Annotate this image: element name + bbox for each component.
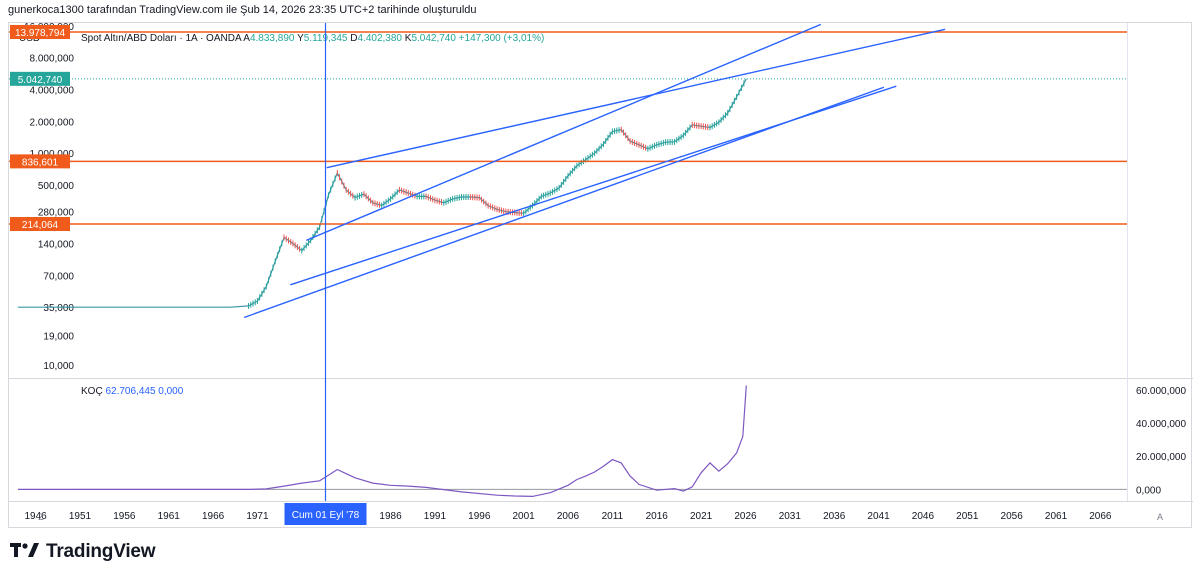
level-badge-label: 214,064 (22, 220, 59, 231)
price-tick-label: 19,000 (43, 331, 74, 342)
legend-low-label: D (350, 33, 357, 44)
price-tick-label: 4.000,000 (30, 85, 75, 96)
level-badge-label: 13.978,794 (15, 28, 65, 39)
scale-z-button[interactable]: Z (38, 512, 44, 522)
time-tick-label: 2026 (734, 511, 757, 522)
time-tick-label: 2001 (513, 511, 536, 522)
time-tick-label: 1966 (202, 511, 225, 522)
brand: TradingView (10, 541, 156, 563)
time-tick-label: 1961 (158, 511, 181, 522)
time-tick-label: 2006 (557, 511, 580, 522)
legend-close-value: 5.042,740 (411, 33, 458, 44)
time-tick-label: 1951 (69, 511, 92, 522)
indicator-tick-label: 20.000,000 (1136, 452, 1186, 463)
legend-low-value: 4.402,380 (358, 33, 405, 44)
legend-open-label: A (243, 33, 250, 44)
time-tick-label: 2016 (646, 511, 669, 522)
time-tick-label: 2021 (690, 511, 713, 522)
legend-close-label: K (405, 33, 412, 44)
time-tick-label: 2066 (1089, 511, 1112, 522)
indicator-value: 62.706,445 (105, 386, 158, 397)
price-tick-label: 10,000 (43, 361, 74, 372)
tradingview-logo-icon (10, 542, 40, 563)
time-tick-label: 2011 (602, 511, 624, 522)
indicator-legend: KOÇ 62.706,445 0,000 (81, 386, 184, 397)
indicator-tick-label: 60.000,000 (1136, 386, 1186, 397)
channel-trend-line[interactable] (326, 28, 946, 169)
time-tick-label: 2061 (1045, 511, 1068, 522)
price-tick-label: 8.000,000 (30, 54, 75, 65)
chart-caption: gunerkoca1300 tarafından TradingView.com… (8, 4, 477, 16)
price-tick-label: 500,000 (38, 181, 75, 192)
price-tick-label: 70,000 (43, 271, 74, 282)
channel-trend-line[interactable] (305, 23, 822, 241)
chart-panel[interactable]: USDSpot Altın/ABD Doları · 1A · OANDA A4… (8, 22, 1193, 529)
price-tick-label: 35,000 (43, 303, 74, 314)
legend-high-label: Y (297, 33, 304, 44)
indicator-name: KOÇ (81, 386, 105, 397)
last-price-badge (10, 71, 70, 86)
chart-svg[interactable]: USDSpot Altın/ABD Doları · 1A · OANDA A4… (9, 22, 1193, 529)
time-tick-label: 2051 (956, 511, 979, 522)
last-price-label: 5.042,740 (18, 75, 63, 86)
indicator-tick-label: 0,000 (1136, 485, 1161, 496)
time-tick-label: 2036 (823, 511, 846, 522)
price-tick-label: 280,000 (38, 208, 75, 219)
overlay-layer: Cum 01 Eyl '78 (284, 23, 367, 525)
time-tick-label: 2031 (779, 511, 802, 522)
time-tick-label: 2046 (912, 511, 935, 522)
indicator-tick-label: 40.000,000 (1136, 419, 1186, 430)
time-tick-label: 2056 (1001, 511, 1024, 522)
price-pane[interactable]: USDSpot Altın/ABD Doları · 1A · OANDA A4… (9, 22, 1193, 501)
price-series-line (17, 78, 747, 308)
time-tick-label: 1996 (468, 511, 491, 522)
legend-high-value: 5.119,345 (304, 33, 351, 44)
indicator-line (17, 385, 747, 498)
level-badge (10, 154, 70, 169)
level-badge (10, 217, 70, 232)
legend-open-value: 4.833,890 (250, 33, 297, 44)
price-legend: Spot Altın/ABD Doları · 1A · OANDA A4.83… (81, 33, 544, 44)
indicator-pane[interactable]: KOÇ 62.706,445 0,000 60.000,000 40.000,000… (17, 385, 1187, 498)
indicator-zero-value: 0,000 (158, 386, 183, 397)
crosshair-date-label: Cum 01 Eyl '78 (292, 510, 360, 521)
time-tick-label: 2041 (867, 511, 890, 522)
level-badge (10, 24, 70, 39)
legend-change: +147,300 (+3,01%) (459, 33, 545, 44)
channel-trend-line[interactable] (290, 85, 897, 286)
time-tick-label: 1956 (113, 511, 136, 522)
time-tick-label: 1946 (24, 511, 47, 522)
scale-auto-button[interactable]: A (1157, 512, 1163, 522)
crosshair-date-badge (284, 503, 367, 525)
time-tick-label: 1971 (246, 511, 269, 522)
price-tick-label: 2.000,000 (30, 117, 75, 128)
time-tick-label: 1991 (424, 511, 447, 522)
price-tick-label: 140,000 (38, 240, 75, 251)
time-tick-label: 1986 (379, 511, 402, 522)
time-axis[interactable]: 1946195119561961196619711976198119861991… (9, 501, 1193, 523)
brand-name: TradingView (46, 541, 156, 562)
level-badge-label: 836,601 (22, 157, 59, 168)
legend-symbol: Spot Altın/ABD Doları · 1A · OANDA (81, 33, 243, 44)
